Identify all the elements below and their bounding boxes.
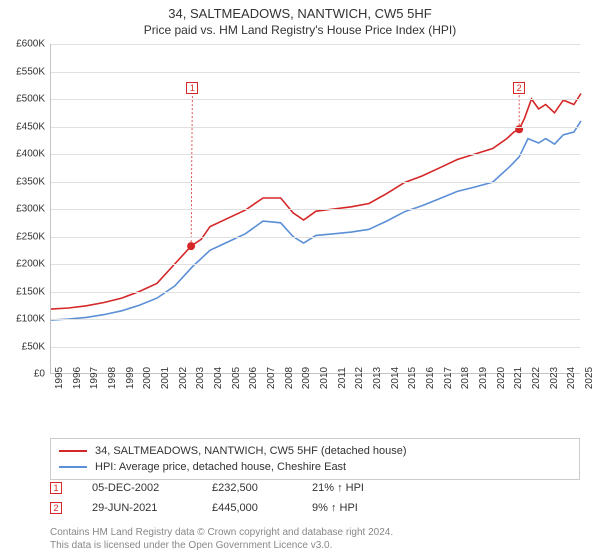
gridline [51, 319, 580, 320]
legend-swatch [59, 450, 87, 452]
x-tick-label: 2011 [337, 367, 348, 389]
gridline [51, 44, 580, 45]
event-num-box: 1 [50, 482, 62, 494]
event-num-box: 2 [50, 502, 62, 514]
x-tick-label: 1999 [125, 367, 136, 389]
gridline [51, 264, 580, 265]
x-tick-label: 2015 [407, 367, 418, 389]
y-tick-label: £100K [16, 314, 45, 325]
legend-label: 34, SALTMEADOWS, NANTWICH, CW5 5HF (deta… [95, 445, 407, 457]
footer-line2: This data is licensed under the Open Gov… [50, 539, 580, 552]
y-tick-label: £150K [16, 286, 45, 297]
x-tick-label: 2024 [566, 367, 577, 389]
chart-container: 34, SALTMEADOWS, NANTWICH, CW5 5HF Price… [0, 0, 600, 560]
gridline [51, 154, 580, 155]
y-tick-label: £500K [16, 94, 45, 105]
legend-row: HPI: Average price, detached house, Ches… [59, 459, 571, 475]
event-row: 2 29-JUN-2021 £445,000 9% ↑ HPI [50, 498, 580, 518]
legend-box: 34, SALTMEADOWS, NANTWICH, CW5 5HF (deta… [50, 438, 580, 480]
series-line-hpi [51, 121, 581, 320]
y-tick-label: £600K [16, 39, 45, 50]
x-tick-label: 2009 [301, 367, 312, 389]
event-date: 29-JUN-2021 [92, 502, 182, 514]
events-block: 1 05-DEC-2002 £232,500 21% ↑ HPI 2 29-JUN-202… [50, 478, 580, 518]
x-tick-label: 2007 [266, 367, 277, 389]
y-tick-label: £350K [16, 176, 45, 187]
event-price: £445,000 [212, 502, 282, 514]
event-marker-label: 1 [186, 82, 198, 94]
event-marker-label: 2 [513, 82, 525, 94]
event-pct: 9% ↑ HPI [312, 502, 402, 514]
legend-swatch [59, 466, 87, 468]
x-tick-label: 2017 [443, 367, 454, 389]
gridline [51, 99, 580, 100]
x-tick-label: 2022 [531, 367, 542, 389]
x-tick-label: 2023 [549, 367, 560, 389]
gridline [51, 292, 580, 293]
legend-label: HPI: Average price, detached house, Ches… [95, 461, 346, 473]
x-tick-label: 1995 [54, 367, 65, 389]
y-tick-label: £200K [16, 259, 45, 270]
title-address: 34, SALTMEADOWS, NANTWICH, CW5 5HF [0, 6, 600, 21]
x-tick-label: 2025 [584, 367, 595, 389]
gridline [51, 72, 580, 73]
x-tick-label: 2016 [425, 367, 436, 389]
y-tick-label: £50K [22, 341, 45, 352]
x-tick-label: 2019 [478, 367, 489, 389]
x-tick-label: 2012 [354, 367, 365, 389]
x-tick-label: 2004 [213, 367, 224, 389]
event-row: 1 05-DEC-2002 £232,500 21% ↑ HPI [50, 478, 580, 498]
x-tick-label: 2018 [460, 367, 471, 389]
y-tick-label: £450K [16, 121, 45, 132]
x-tick-label: 2010 [319, 367, 330, 389]
legend-row: 34, SALTMEADOWS, NANTWICH, CW5 5HF (deta… [59, 443, 571, 459]
x-tick-label: 2013 [372, 367, 383, 389]
x-tick-label: 2002 [178, 367, 189, 389]
y-tick-label: £400K [16, 149, 45, 160]
y-tick-label: £250K [16, 231, 45, 242]
footer-line1: Contains HM Land Registry data © Crown c… [50, 526, 580, 539]
x-tick-label: 2000 [142, 367, 153, 389]
x-tick-label: 2014 [390, 367, 401, 389]
x-tick-label: 2005 [231, 367, 242, 389]
footer-attribution: Contains HM Land Registry data © Crown c… [50, 526, 580, 552]
plot-area: 12 [50, 44, 580, 374]
gridline [51, 347, 580, 348]
y-tick-label: £300K [16, 204, 45, 215]
gridline [51, 182, 580, 183]
title-block: 34, SALTMEADOWS, NANTWICH, CW5 5HF Price… [0, 0, 600, 37]
x-tick-label: 1998 [107, 367, 118, 389]
y-tick-label: £550K [16, 66, 45, 77]
y-tick-label: £0 [34, 369, 45, 380]
chart-area: 12 £0£50K£100K£150K£200K£250K£300K£350K£… [50, 44, 580, 394]
event-marker-connector [191, 94, 192, 246]
event-date: 05-DEC-2002 [92, 482, 182, 494]
x-tick-label: 1997 [89, 367, 100, 389]
x-tick-label: 2008 [284, 367, 295, 389]
x-tick-label: 2021 [513, 367, 524, 389]
gridline [51, 237, 580, 238]
event-price: £232,500 [212, 482, 282, 494]
gridline [51, 127, 580, 128]
x-tick-label: 2006 [248, 367, 259, 389]
x-tick-label: 2001 [160, 367, 171, 389]
gridline [51, 209, 580, 210]
event-pct: 21% ↑ HPI [312, 482, 402, 494]
x-tick-label: 2020 [496, 367, 507, 389]
x-tick-label: 2003 [195, 367, 206, 389]
title-subtitle: Price paid vs. HM Land Registry's House … [0, 23, 600, 37]
x-tick-label: 1996 [72, 367, 83, 389]
